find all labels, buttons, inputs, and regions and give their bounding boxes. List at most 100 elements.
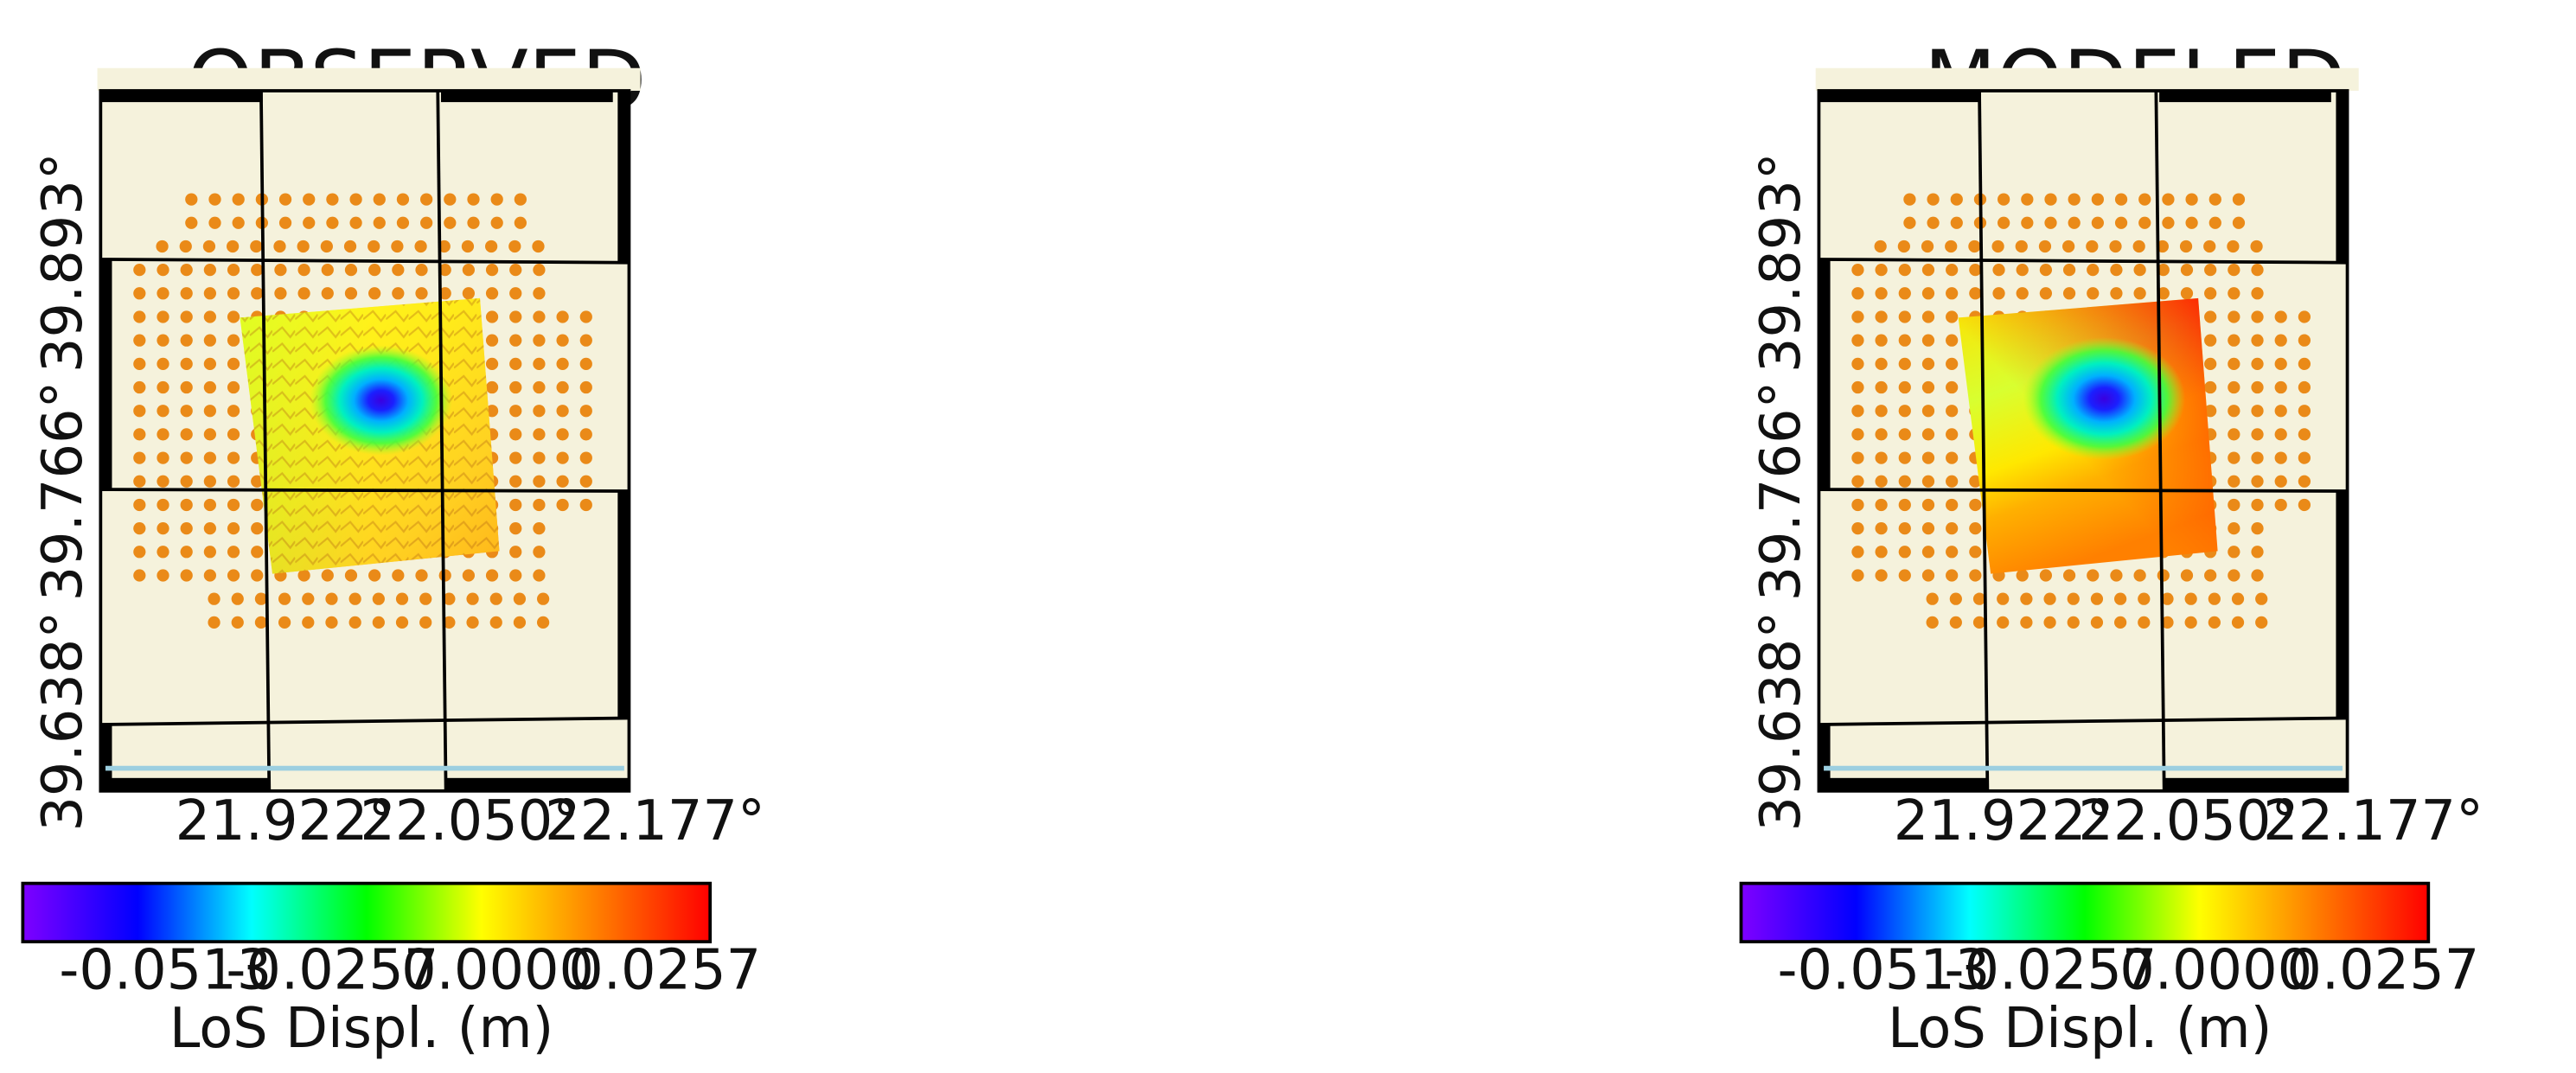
sample-point	[2087, 569, 2100, 582]
sample-point	[419, 592, 432, 605]
sample-point	[2251, 451, 2264, 464]
sample-point	[2274, 498, 2287, 512]
sample-point	[227, 405, 240, 418]
lon-tick-label: 22.050°	[360, 789, 580, 853]
sample-point	[533, 310, 546, 323]
sample-point	[344, 569, 358, 582]
sample-point	[297, 264, 310, 277]
sample-point	[1921, 287, 1935, 300]
sample-point	[2251, 569, 2264, 582]
sample-point	[2228, 405, 2240, 418]
sample-point	[509, 451, 522, 464]
sample-point	[1969, 546, 1982, 559]
sample-point	[1898, 475, 1911, 488]
colorbar-tick-label: 0.0257	[2286, 939, 2479, 1003]
sample-point	[1851, 428, 1864, 441]
sample-point	[1898, 405, 1911, 418]
sample-point	[415, 287, 428, 300]
sample-point	[203, 310, 216, 323]
sample-point	[2090, 592, 2104, 605]
sample-point	[1897, 240, 1910, 253]
sample-point	[180, 522, 193, 535]
sample-point	[2133, 264, 2146, 277]
sample-point	[2179, 240, 2193, 253]
sample-point	[180, 380, 193, 394]
sample-point	[2204, 380, 2217, 394]
sample-point	[2228, 264, 2240, 277]
sample-point	[1921, 428, 1935, 441]
sample-point	[227, 310, 240, 323]
sample-point	[1875, 569, 1888, 582]
sample-point	[1927, 193, 1940, 206]
sample-point	[203, 287, 216, 300]
sample-point	[466, 592, 479, 605]
sample-point	[1926, 592, 1939, 605]
sample-point	[203, 569, 216, 582]
sample-point	[251, 264, 264, 277]
sample-point	[278, 193, 292, 206]
sample-point	[1969, 264, 1982, 277]
sample-point	[2232, 216, 2246, 229]
sample-point	[1921, 380, 1935, 394]
sample-point	[1997, 616, 2010, 629]
sample-point	[1903, 193, 1916, 206]
sample-point	[1921, 357, 1935, 370]
sample-point	[1992, 264, 2005, 277]
colorbar-gradient	[21, 881, 713, 944]
sample-point	[489, 592, 502, 605]
sample-point	[2015, 240, 2028, 253]
sample-point	[133, 380, 146, 394]
sample-point	[1921, 264, 1935, 277]
sample-point	[2228, 334, 2240, 347]
sample-point	[133, 428, 146, 441]
sample-point	[2228, 569, 2240, 582]
sample-point	[2133, 287, 2146, 300]
sample-point	[373, 193, 386, 206]
sample-point	[1851, 264, 1864, 277]
sample-point	[179, 240, 192, 253]
sample-point	[2251, 475, 2264, 488]
sample-point	[1851, 334, 1864, 347]
sample-point	[392, 569, 405, 582]
sample-point	[2298, 405, 2311, 418]
sample-point	[533, 380, 546, 394]
sample-point	[180, 287, 193, 300]
sample-point	[274, 287, 287, 300]
sample-point	[556, 334, 569, 347]
sample-point	[133, 546, 146, 559]
sample-point	[373, 216, 386, 229]
sample-point	[2298, 334, 2311, 347]
sample-point	[1875, 522, 1888, 535]
sample-point	[2138, 592, 2151, 605]
sample-point	[251, 475, 264, 488]
colorbar-gradient	[1739, 881, 2431, 944]
sample-point	[489, 616, 502, 629]
lat-tick-label: 39.893°	[31, 152, 95, 373]
map-frame	[1817, 89, 2349, 793]
sample-point	[1851, 546, 1864, 559]
sample-point	[466, 616, 479, 629]
sample-point	[180, 428, 193, 441]
sample-point	[509, 310, 522, 323]
sample-point	[297, 287, 310, 300]
sample-point	[1875, 334, 1888, 347]
sample-point	[227, 428, 240, 441]
sample-point	[1927, 216, 1940, 229]
sample-point	[368, 264, 381, 277]
sample-point	[2044, 193, 2057, 206]
sample-point	[485, 334, 499, 347]
sample-point	[274, 264, 287, 277]
sample-point	[533, 475, 546, 488]
sample-point	[2251, 380, 2264, 394]
sample-point	[533, 522, 546, 535]
sample-point	[1968, 240, 1981, 253]
sample-point	[556, 357, 569, 370]
sample-point	[157, 334, 169, 347]
sample-point	[391, 240, 404, 253]
colorbar-label: LoS Displ. (m)	[1888, 997, 2272, 1061]
sample-point	[1997, 592, 2010, 605]
sample-point	[485, 405, 499, 418]
sample-point	[1851, 475, 1864, 488]
sample-point	[2157, 569, 2170, 582]
sample-point	[250, 240, 263, 253]
